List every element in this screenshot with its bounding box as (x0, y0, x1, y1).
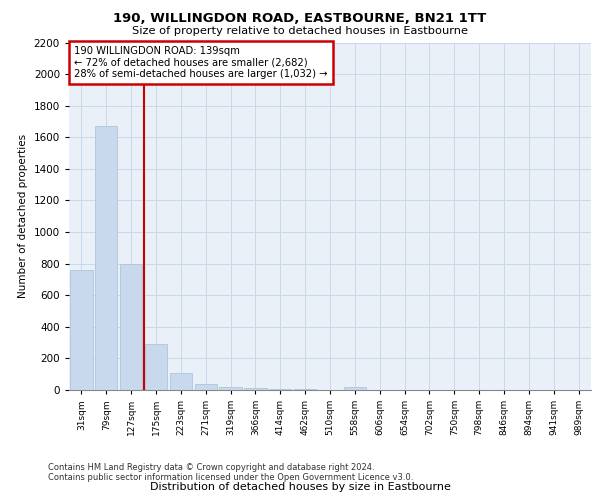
Bar (194, 384, 217, 390)
Bar (294, 389, 316, 390)
Bar (269, 388, 292, 390)
Bar (145, 344, 167, 390)
Y-axis label: Number of detached properties: Number of detached properties (18, 134, 28, 298)
Bar (120, 264, 142, 390)
Bar (170, 372, 192, 390)
Text: Contains HM Land Registry data © Crown copyright and database right 2024.: Contains HM Land Registry data © Crown c… (48, 464, 374, 472)
Text: Size of property relative to detached houses in Eastbourne: Size of property relative to detached ho… (132, 26, 468, 36)
Text: 190 WILLINGDON ROAD: 139sqm
← 72% of detached houses are smaller (2,682)
28% of : 190 WILLINGDON ROAD: 139sqm ← 72% of det… (74, 46, 328, 79)
Bar (70, 270, 92, 390)
Bar (95, 126, 118, 390)
Bar (244, 388, 266, 390)
Text: Distribution of detached houses by size in Eastbourne: Distribution of detached houses by size … (149, 482, 451, 492)
Bar (344, 387, 366, 390)
Bar (220, 387, 242, 390)
Text: Contains public sector information licensed under the Open Government Licence v3: Contains public sector information licen… (48, 473, 413, 482)
Text: 190, WILLINGDON ROAD, EASTBOURNE, BN21 1TT: 190, WILLINGDON ROAD, EASTBOURNE, BN21 1… (113, 12, 487, 26)
